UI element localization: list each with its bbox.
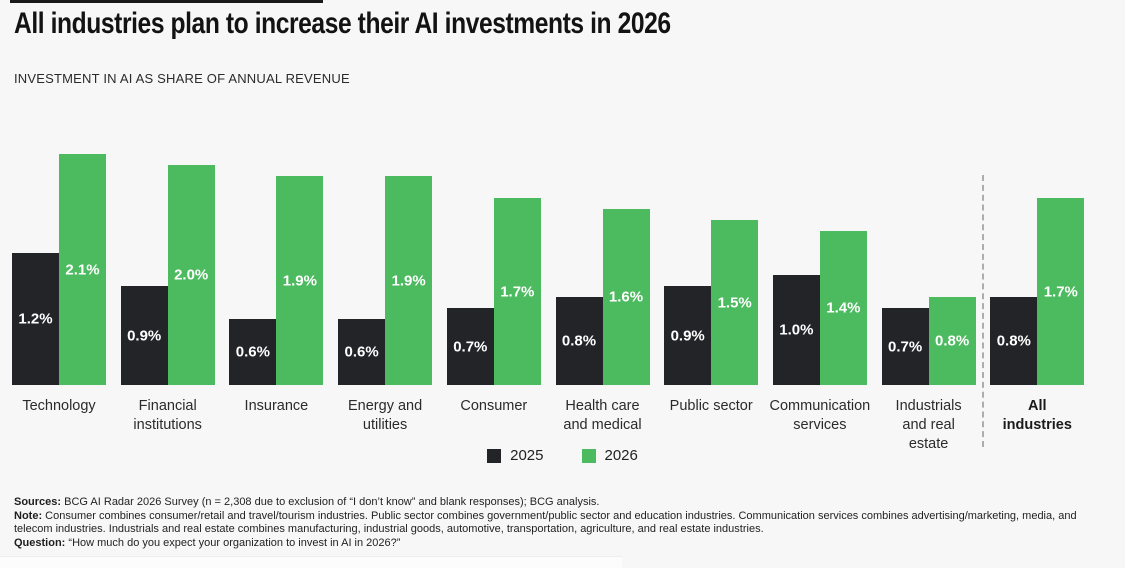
bottom-crop-artifact — [0, 556, 622, 568]
bar-value-label: 2.0% — [174, 266, 209, 284]
category-label-public-sector: Public sector — [669, 398, 753, 414]
bar-2026-industrials-and-real-estate: 0.8% — [928, 297, 976, 385]
legend-item-2026: 2026 — [581, 447, 638, 464]
bar-value-label: 1.9% — [391, 272, 426, 289]
bar-2025-insurance: 0.6% — [229, 319, 277, 385]
bar-value-label: 1.7% — [500, 283, 535, 300]
chart-legend: 2025 2026 — [0, 447, 1125, 464]
question-label: Question: — [14, 536, 66, 549]
category-label-insurance: Insurance — [244, 398, 309, 414]
bar-2025-public-sector: 0.9% — [664, 286, 712, 385]
bar-value-label: 1.5% — [717, 294, 752, 311]
bar-2025-all-industries: 0.8% — [990, 297, 1038, 385]
bar-2025-financial-institutions: 0.9% — [120, 286, 168, 385]
bar-2026-health-care-and-medical: 1.6% — [602, 209, 650, 385]
bar-value-label: 0.7% — [887, 338, 923, 355]
bar-value-label: 0.8% — [934, 332, 970, 350]
bar-value-label: 0.9% — [127, 327, 162, 344]
bar-value-label: 0.8% — [996, 332, 1031, 350]
bar-value-label: 1.6% — [608, 288, 644, 306]
note-label: Note: — [14, 509, 43, 522]
footnote-note: Note: Consumer combines consumer/retail … — [14, 510, 1116, 537]
top-crop-artifact — [10, 0, 323, 3]
bar-value-label: 0.9% — [670, 327, 705, 344]
bar-2026-consumer: 1.7% — [493, 198, 541, 385]
category-label-technology: Technology — [22, 398, 96, 414]
bar-value-label: 0.7% — [453, 338, 488, 355]
bar-value-label: 0.6% — [235, 343, 270, 361]
bar-value-label: 1.0% — [779, 321, 814, 339]
legend-label-2026: 2026 — [604, 447, 638, 464]
bar-2025-health-care-and-medical: 0.8% — [555, 297, 603, 385]
question-text: “How much do you expect your organizatio… — [65, 536, 401, 549]
bar-2026-public-sector: 1.5% — [711, 220, 759, 385]
category-label-consumer: Consumer — [460, 398, 528, 414]
bar-2026-all-industries: 1.7% — [1037, 198, 1085, 385]
category-label-financial-institutions: Financial institutions — [133, 398, 202, 433]
all-industries-divider — [982, 175, 984, 447]
legend-item-2025: 2025 — [487, 447, 544, 464]
category-label-energy-and-utilities: Energy and utilities — [348, 398, 423, 433]
bar-2026-energy-and-utilities: 1.9% — [385, 176, 433, 385]
bar-2026-insurance: 1.9% — [276, 176, 324, 385]
legend-swatch-2025 — [487, 448, 502, 463]
chart-subtitle: INVESTMENT IN AI AS SHARE OF ANNUAL REVE… — [14, 71, 350, 86]
bar-2025-technology: 1.2% — [12, 253, 59, 385]
sources-label: Sources: — [14, 496, 62, 508]
category-label-industrials-and-real-estate: Industrials and real estate — [895, 398, 962, 452]
footnote-question: Question: “How much do you expect your o… — [14, 537, 1116, 551]
page-title: All industries plan to increase their AI… — [14, 7, 671, 40]
bar-value-label: 2.1% — [65, 261, 100, 278]
bar-2025-industrials-and-real-estate: 0.7% — [881, 308, 929, 385]
bar-2025-energy-and-utilities: 0.6% — [338, 319, 386, 385]
bar-2026-financial-institutions: 2.0% — [167, 165, 215, 385]
note-text: Consumer combines consumer/retail and tr… — [14, 509, 1077, 536]
bar-2026-technology: 2.1% — [59, 154, 106, 385]
bar-value-label: 0.6% — [344, 343, 379, 361]
bar-2025-communication-services: 1.0% — [772, 275, 820, 385]
bar-value-label: 0.8% — [561, 332, 597, 350]
bar-value-label: 1.9% — [282, 272, 317, 289]
legend-swatch-2026 — [581, 448, 596, 463]
category-label-health-care-and-medical: Health care and medical — [563, 398, 642, 433]
category-label-all-industries: All industries — [1002, 398, 1072, 433]
footnotes: Sources: BCG AI Radar 2026 Survey (n = 2… — [14, 496, 1116, 550]
bar-2025-consumer: 0.7% — [446, 308, 494, 385]
category-label-communication-services: Communication services — [769, 398, 871, 433]
sources-text: BCG AI Radar 2026 Survey (n = 2,308 due … — [61, 496, 600, 508]
bar-value-label: 1.7% — [1043, 283, 1078, 300]
footnote-sources: Sources: BCG AI Radar 2026 Survey (n = 2… — [14, 496, 1116, 510]
legend-label-2025: 2025 — [510, 447, 544, 464]
bar-value-label: 1.4% — [826, 299, 861, 317]
bar-2026-communication-services: 1.4% — [819, 231, 867, 385]
bar-value-label: 1.2% — [18, 310, 53, 328]
